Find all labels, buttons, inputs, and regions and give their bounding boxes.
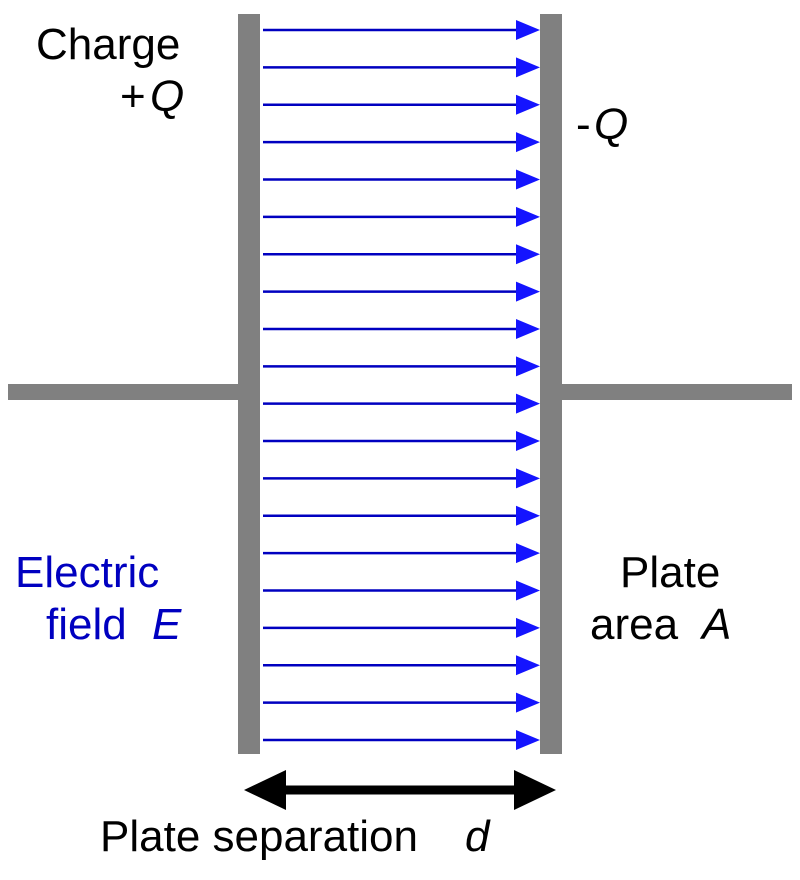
field-arrowhead-icon — [516, 319, 540, 339]
separation-arrow-right-icon — [514, 770, 556, 810]
plate-right — [540, 14, 562, 754]
wire-left — [8, 384, 238, 400]
field-arrowhead-icon — [516, 543, 540, 563]
field-arrowhead-icon — [516, 693, 540, 713]
field-arrowhead-icon — [516, 282, 540, 302]
charge-minus-q: Q — [594, 100, 628, 151]
field-arrowhead-icon — [516, 20, 540, 40]
plate-left — [238, 14, 260, 754]
field-arrowhead-icon — [516, 581, 540, 601]
area-a: A — [702, 600, 731, 651]
separation-arrow-left-icon — [244, 770, 286, 810]
field-arrowhead-icon — [516, 356, 540, 376]
area-label: area — [590, 600, 690, 651]
field-arrowhead-icon — [516, 132, 540, 152]
field-arrowhead-icon — [516, 169, 540, 189]
separation-label-prefix: Plate separation — [100, 812, 430, 863]
diagram-svg — [0, 0, 800, 880]
charge-label-word: Charge — [36, 20, 180, 71]
field-arrowhead-icon — [516, 506, 540, 526]
field-arrowhead-icon — [516, 394, 540, 414]
field-arrowhead-icon — [516, 207, 540, 227]
field-arrowhead-icon — [516, 244, 540, 264]
plate-label: Plate — [620, 548, 720, 599]
electric-label: Electric — [15, 548, 159, 599]
field-arrowhead-icon — [516, 618, 540, 638]
field-label: field — [46, 600, 139, 651]
separation-d: d — [465, 812, 489, 863]
field-e: E — [152, 600, 181, 651]
capacitor-diagram: Charge + Q - Q Electric field E Plate ar… — [0, 0, 800, 880]
charge-plus-q: Q — [150, 72, 184, 123]
charge-plus-sign: + — [120, 72, 146, 123]
field-arrowhead-icon — [516, 655, 540, 675]
field-arrowhead-icon — [516, 468, 540, 488]
wire-right — [562, 384, 792, 400]
field-arrowhead-icon — [516, 730, 540, 750]
field-arrowhead-icon — [516, 57, 540, 77]
charge-minus-sign: - — [576, 100, 591, 151]
field-arrowhead-icon — [516, 431, 540, 451]
field-arrowhead-icon — [516, 95, 540, 115]
